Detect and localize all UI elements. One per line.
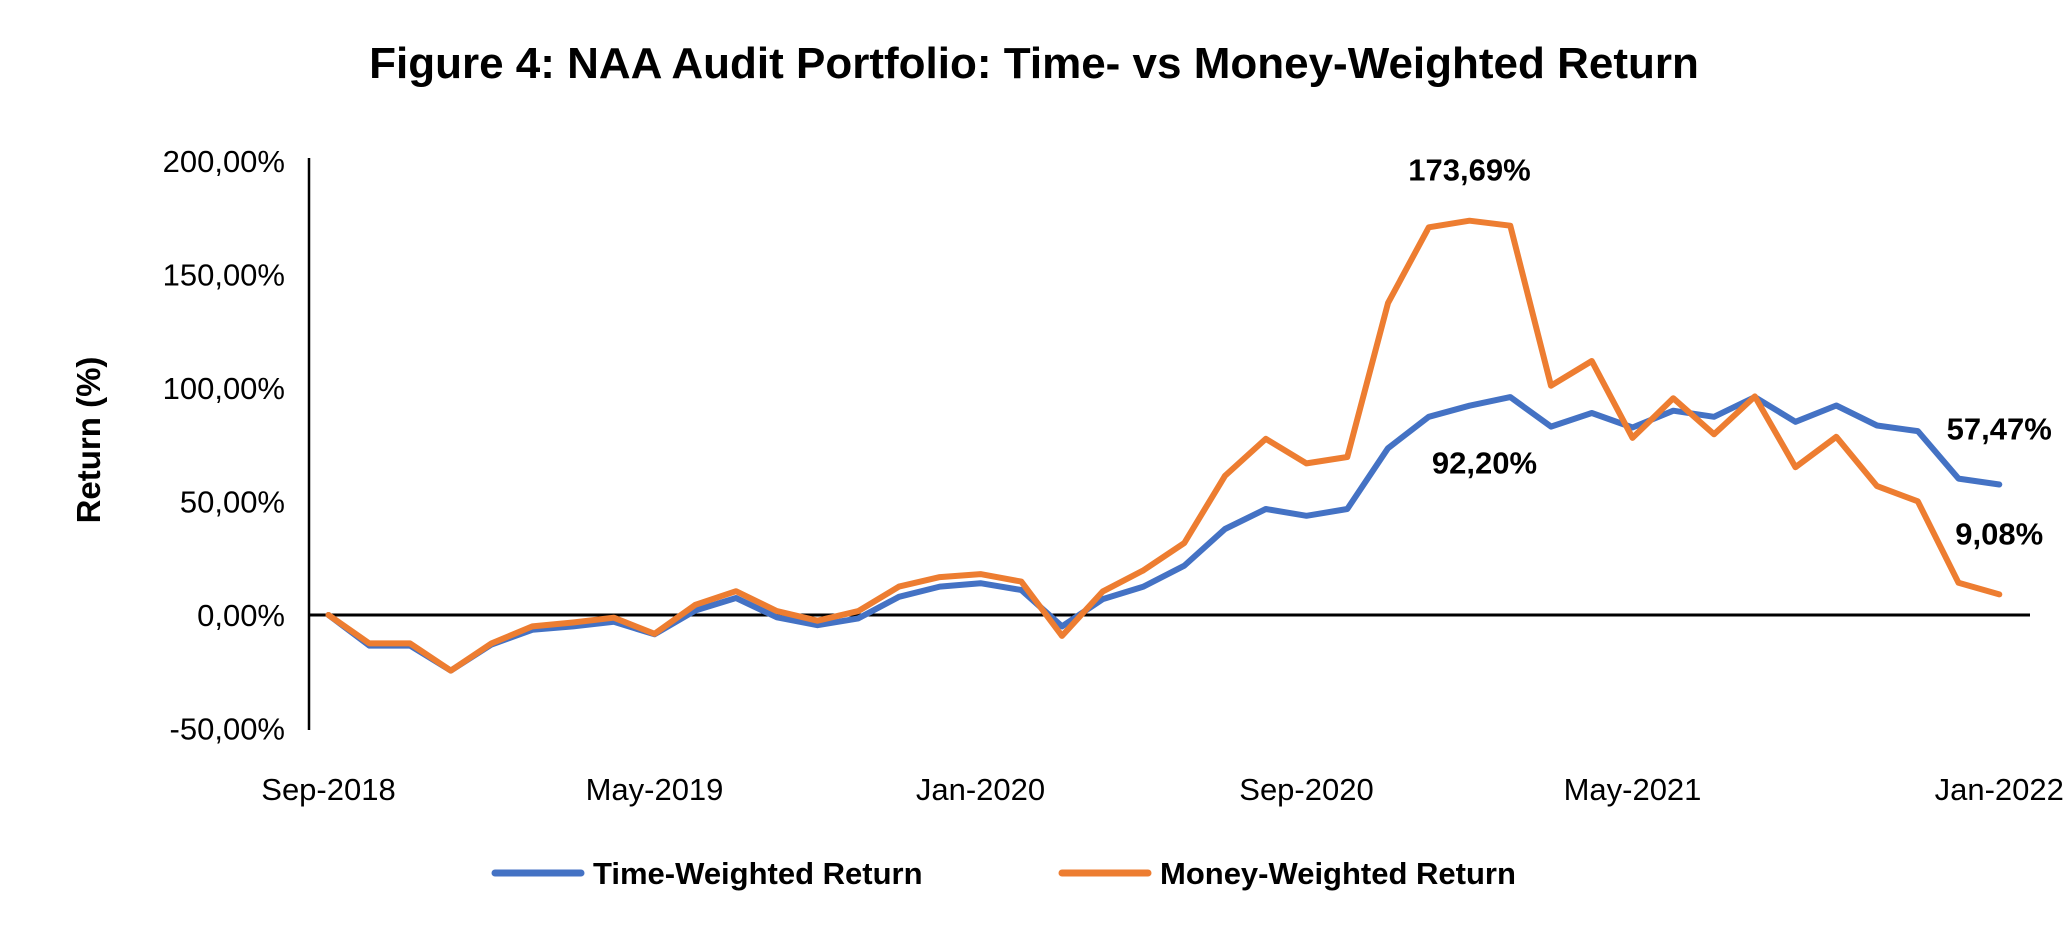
series-line-money-weighted [325,217,2003,674]
x-tick-label: May-2021 [1564,772,1702,807]
y-tick-label: 200,00% [163,144,285,179]
x-tick-label: Jan-2020 [916,772,1045,807]
x-tick-label: May-2019 [586,772,724,807]
y-tick-label: 100,00% [163,371,285,406]
y-tick-label: 50,00% [180,485,285,520]
data-label: 57,47% [1947,412,2052,447]
y-tick-label: 0,00% [197,598,285,633]
y-axis-label: Return (%) [70,357,107,524]
series-line-time-weighted [325,394,2003,674]
x-tick-label: Sep-2018 [261,772,395,807]
y-tick-label: -50,00% [170,712,285,747]
legend-label: Time-Weighted Return [593,856,923,891]
data-label: 173,69% [1408,153,1530,188]
x-tick-label: Jan-2022 [1935,772,2064,807]
legend: Time-Weighted Return Money-Weighted Retur… [491,856,1516,891]
legend-label: Money-Weighted Return [1160,856,1516,891]
data-label: 92,20% [1432,446,1537,481]
y-tick-label: 150,00% [163,258,285,293]
data-label: 9,08% [1955,516,2043,551]
chart-title: Figure 4: NAA Audit Portfolio: Time- vs … [369,39,1699,88]
x-tick-label: Sep-2020 [1239,772,1373,807]
